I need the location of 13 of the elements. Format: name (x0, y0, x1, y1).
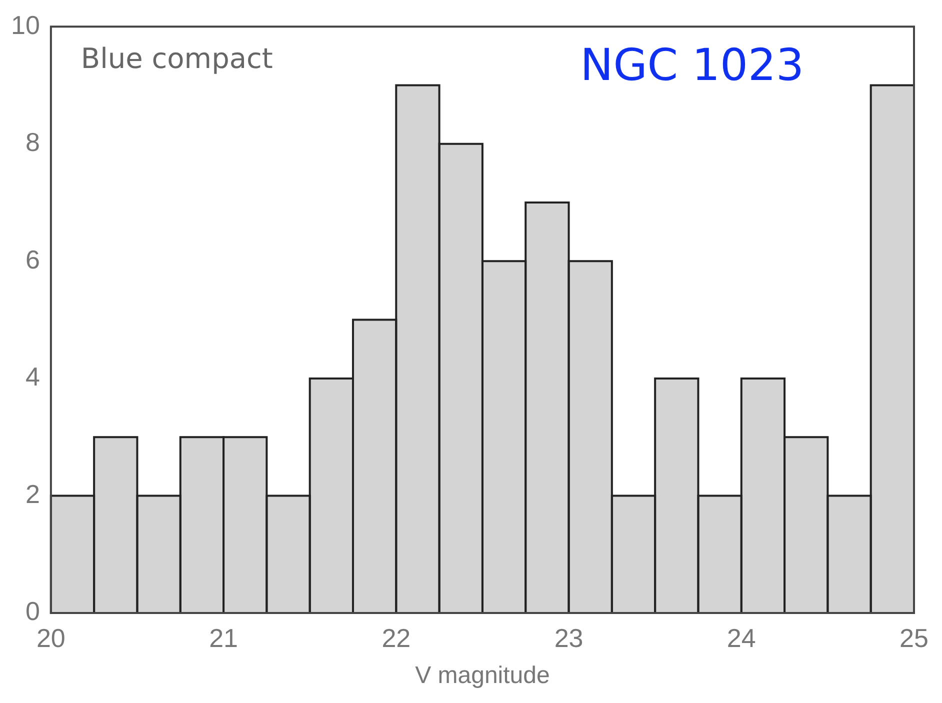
y-tick-label: 2 (25, 478, 40, 509)
annotation: Blue compact (80, 42, 273, 75)
y-tick-label: 4 (25, 362, 40, 392)
x-tick-label: 24 (726, 622, 756, 653)
y-tick-label: 6 (25, 244, 40, 274)
y-tick-label: 10 (11, 10, 40, 40)
x-tick-label: 23 (554, 622, 584, 653)
y-tick-label: 8 (25, 127, 40, 158)
x-tick-label: 25 (900, 622, 928, 653)
x-axis-title: V magnitude (415, 662, 550, 690)
x-tick-label: 21 (209, 622, 238, 653)
x-tick-label: 22 (382, 622, 411, 653)
annotation: NGC 1023 (580, 40, 804, 92)
